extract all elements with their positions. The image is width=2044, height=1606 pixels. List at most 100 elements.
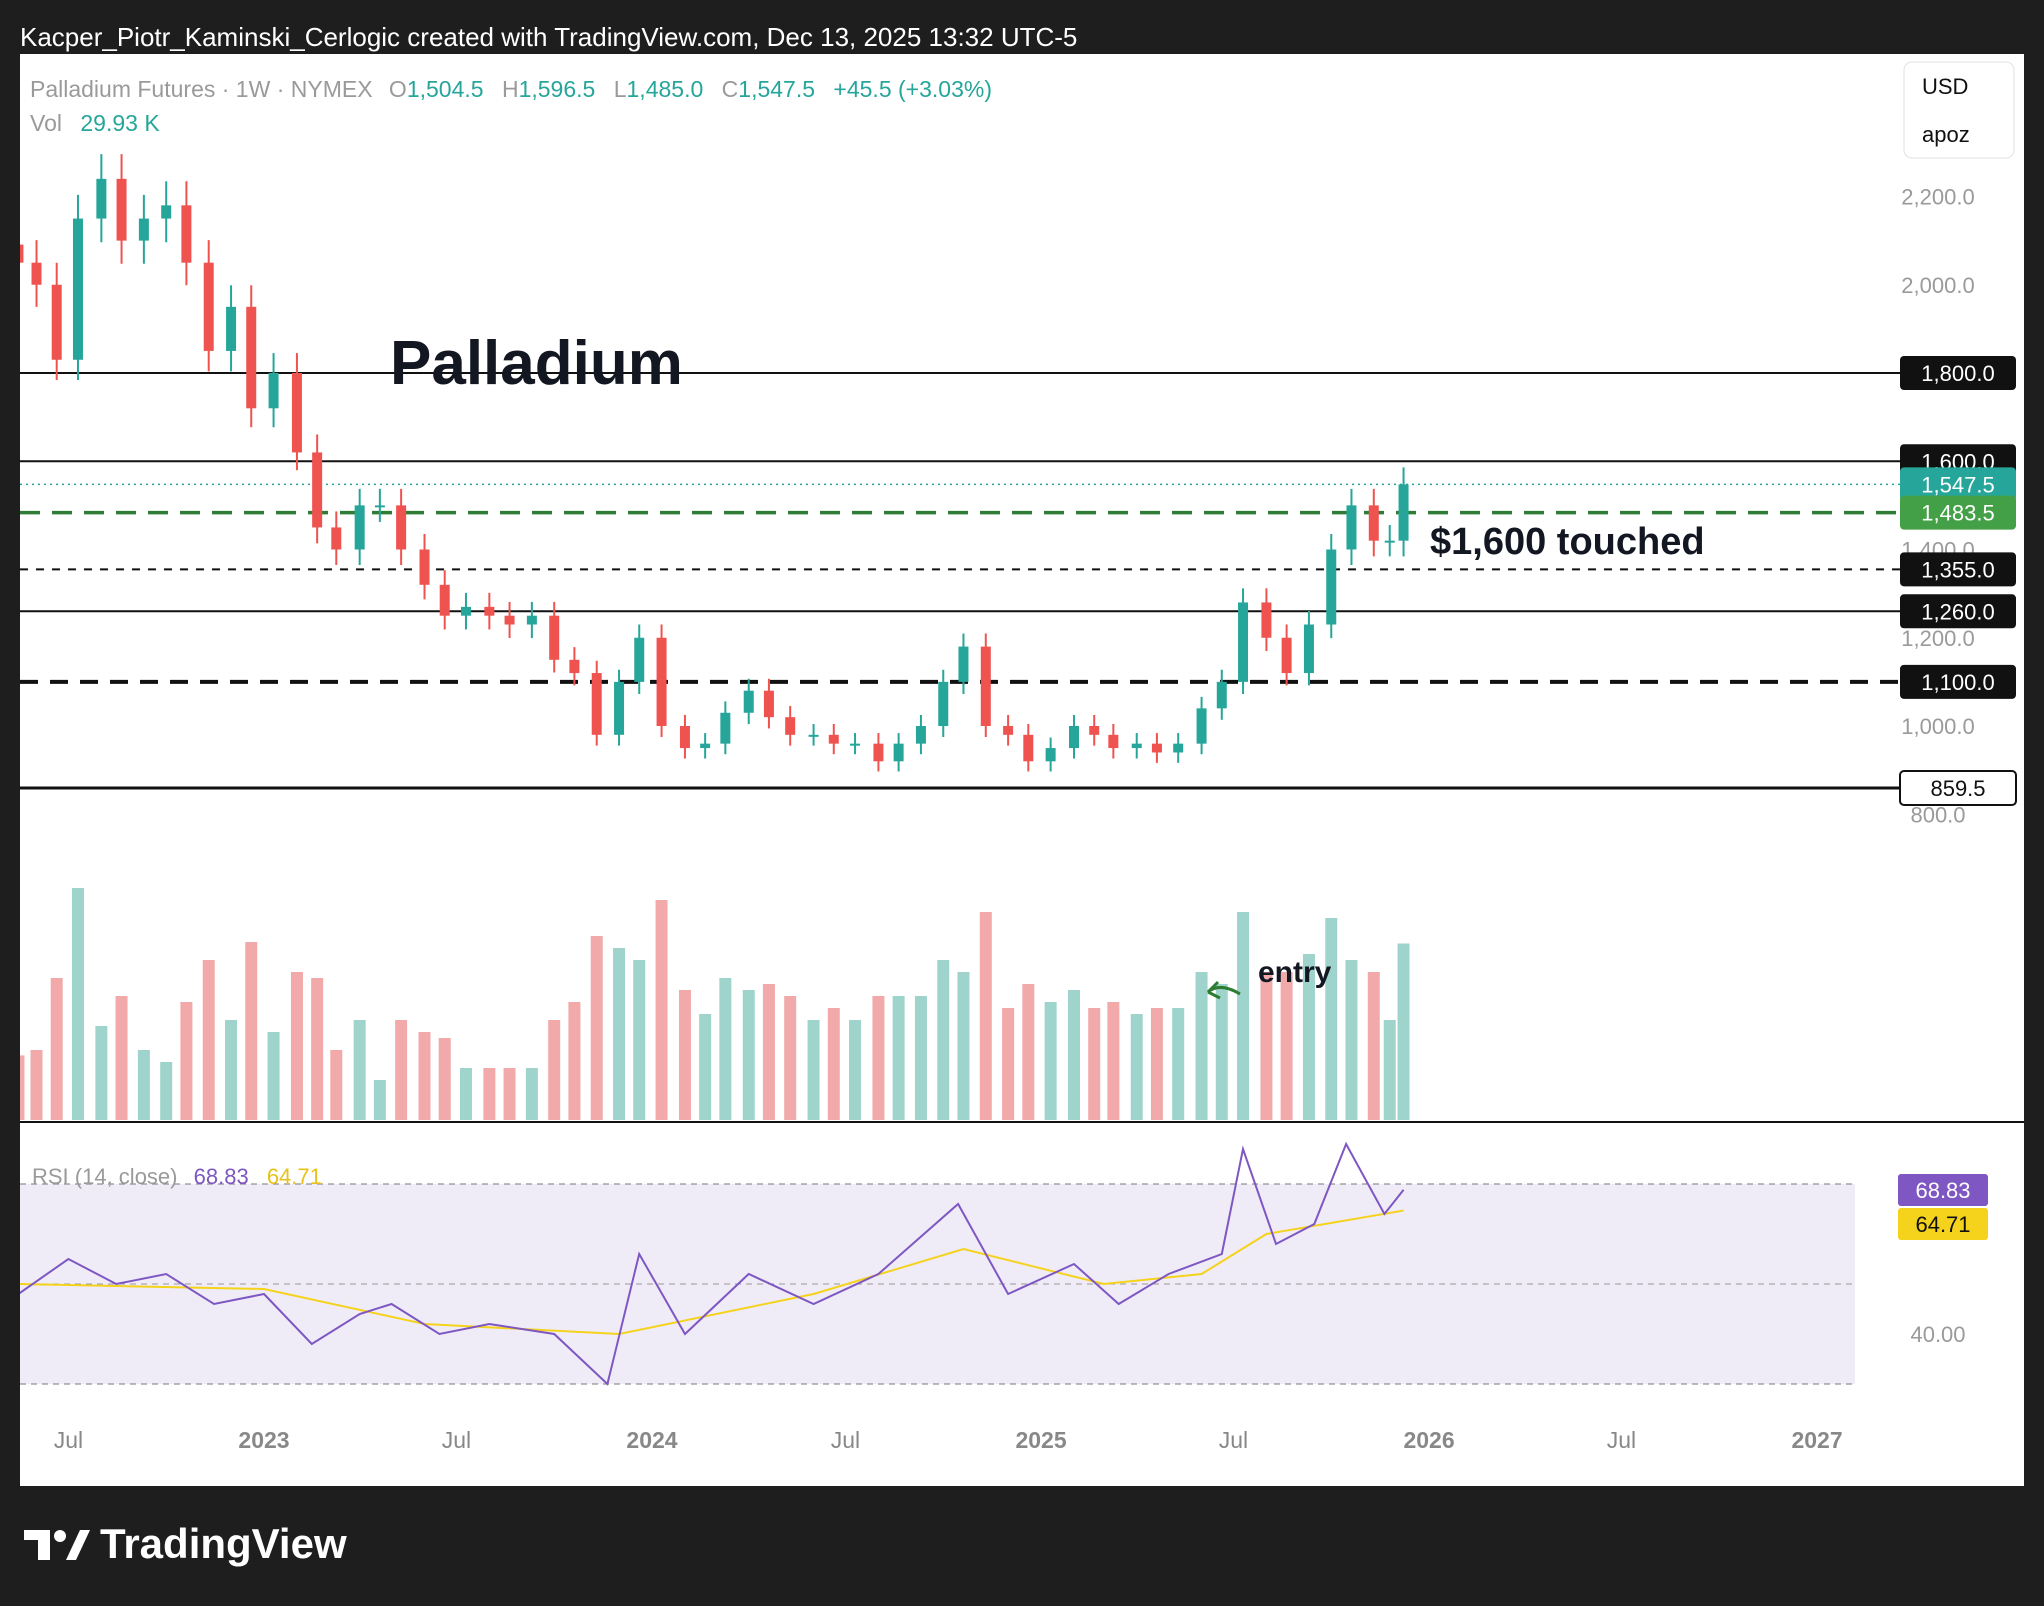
volume-bar (115, 996, 128, 1120)
volume-bar (1068, 990, 1081, 1120)
candle (873, 743, 884, 762)
user-label[interactable]: apoz (1922, 122, 1970, 147)
price-tick-label: 800.0 (1910, 802, 1965, 827)
candle (116, 178, 127, 241)
chart-title: Palladium (390, 329, 683, 398)
candle (161, 205, 172, 219)
candle (51, 284, 62, 360)
candle (1238, 602, 1249, 682)
candle (634, 637, 645, 682)
candle (763, 690, 774, 718)
candle (1023, 734, 1034, 762)
candle (439, 584, 450, 616)
candle (1346, 505, 1357, 550)
candle (808, 734, 819, 737)
level-tag-text: 1,800.0 (1921, 361, 1994, 386)
candle (312, 452, 323, 528)
volume-bar (1150, 1008, 1163, 1120)
tradingview-logo: TradingView (24, 1520, 347, 1568)
level-tag-text: 1,100.0 (1921, 670, 1994, 695)
legend-change: +45.5 (+3.03%) (833, 76, 992, 102)
volume-bar (225, 1020, 238, 1120)
volume-bars (12, 888, 1410, 1120)
rsi-legend: RSI (14, close) 68.83 64.71 (32, 1164, 322, 1189)
level-tag-text: 859.5 (1930, 776, 1985, 801)
volume-bar (1022, 984, 1035, 1120)
candle (656, 637, 667, 726)
price-levels (20, 372, 1900, 790)
candle (893, 743, 904, 762)
candle (354, 505, 365, 550)
candle (72, 218, 83, 360)
candle (1151, 743, 1162, 753)
candle (1089, 726, 1100, 735)
legend-close: 1,547.5 (738, 76, 815, 102)
candle (226, 306, 237, 351)
volume-bar (418, 1032, 431, 1120)
volume-bar (1237, 912, 1250, 1120)
volume-bar (1130, 1014, 1143, 1120)
volume-bar (590, 936, 603, 1120)
candle (526, 615, 537, 625)
volume-bar (1088, 1008, 1101, 1120)
price-tick-label: 2,200.0 (1901, 185, 1974, 210)
volume-bar (137, 1050, 150, 1120)
candle (591, 673, 602, 735)
volume-bar (30, 1050, 43, 1120)
price-tick-label: 1,000.0 (1901, 714, 1974, 739)
candle (785, 717, 796, 735)
legend-open-label: O (389, 76, 407, 102)
volume-bar (50, 978, 63, 1120)
volume-bar (1302, 954, 1315, 1120)
volume-bar (937, 960, 950, 1120)
level-tag (1900, 467, 2016, 502)
brand-name: TradingView (100, 1520, 347, 1567)
candle (460, 606, 471, 616)
volume-bar (742, 990, 755, 1120)
volume-value: 29.93 K (80, 110, 160, 136)
candle (246, 306, 257, 409)
candle (1216, 681, 1227, 709)
candle (291, 373, 302, 453)
currency-label[interactable]: USD (1922, 74, 1968, 99)
volume-bar (353, 1020, 366, 1120)
time-tick-label: Jul (1607, 1427, 1636, 1453)
level-tag (1899, 769, 2017, 806)
volume-bar (1195, 972, 1208, 1120)
candles (13, 154, 1409, 772)
volume-bar (180, 1002, 193, 1120)
legend-symbol: Palladium Futures · 1W · NYMEX (30, 76, 373, 102)
chart-frame: 800.0 1,000.0 1,200.0 1,400.0 2,000.0 2,200.0… (12, 54, 2024, 1486)
candle (980, 646, 991, 726)
volume-bar (914, 996, 927, 1120)
volume-bar (1345, 960, 1358, 1120)
volume-bar (633, 960, 646, 1120)
volume-bar (267, 1032, 280, 1120)
candle (1261, 602, 1272, 638)
scale-box[interactable] (1903, 61, 2015, 159)
time-tick-label: 2027 (1791, 1427, 1842, 1453)
candle (1303, 624, 1314, 674)
time-tick-label: 2024 (626, 1427, 677, 1453)
volume-bar (525, 1068, 538, 1120)
candle (1398, 484, 1409, 541)
candle (1069, 726, 1080, 749)
volume-bar (311, 978, 324, 1120)
volume-bar (12, 1055, 25, 1120)
volume-bar (762, 984, 775, 1120)
candle (614, 681, 625, 735)
legend-high-label: H (502, 76, 519, 102)
level-tag (1900, 495, 2016, 530)
candle (720, 712, 731, 744)
legend-low: 1,485.0 (627, 76, 704, 102)
level-tag-text: 1,355.0 (1921, 557, 1994, 582)
time-tick-label: Jul (831, 1427, 860, 1453)
candle (396, 505, 407, 550)
volume-bar (849, 1020, 862, 1120)
entry-note: entry (1258, 956, 1332, 989)
volume-bar (438, 1038, 451, 1120)
volume-bar (1367, 972, 1380, 1120)
rsi-value: 68.83 (194, 1164, 249, 1189)
palladium-chart[interactable]: 800.01,000.01,200.01,400.02,000.02,200.0… (12, 54, 2024, 1486)
level-tag-text: 1,260.0 (1921, 599, 1994, 624)
